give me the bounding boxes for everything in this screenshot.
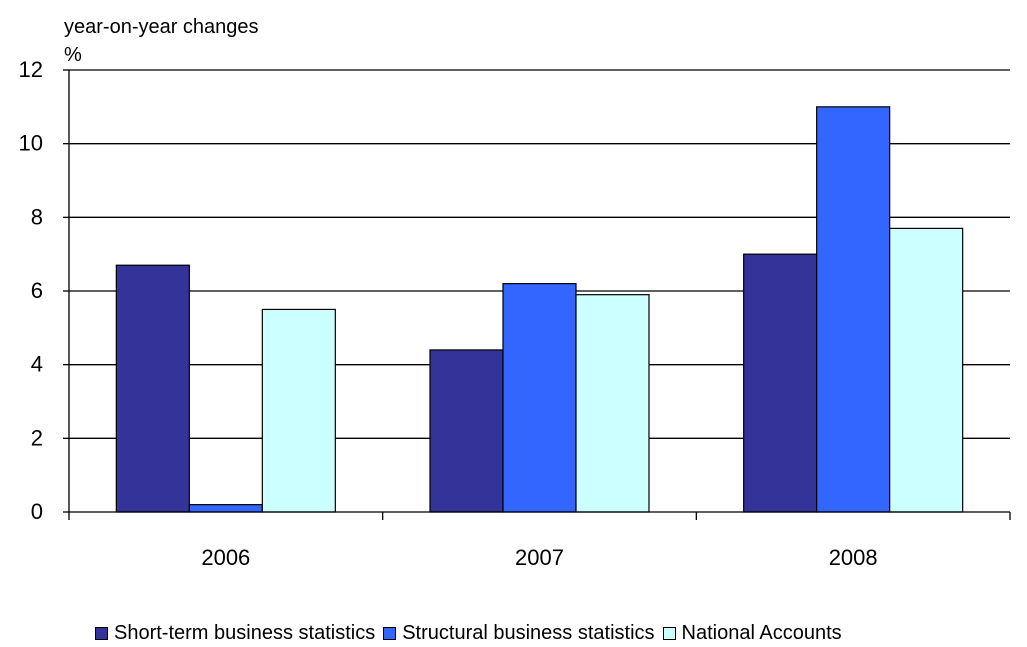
bar	[188, 504, 263, 513]
y-tick-label: 12	[19, 57, 43, 82]
legend: Short-term business statistics Structural…	[95, 622, 850, 644]
x-tick-labels: 2006 2007 2008	[201, 545, 877, 570]
y-tick-label: 4	[31, 352, 43, 377]
unit-label-line2: %	[64, 44, 82, 66]
legend-swatch	[383, 626, 397, 640]
legend-item: National Accounts	[662, 621, 842, 645]
bar	[429, 349, 504, 513]
bar	[889, 227, 964, 513]
y-tick-labels: 0 2 4 6 8 10 12	[19, 57, 43, 524]
axes	[63, 69, 1011, 520]
x-tick-label: 2007	[515, 545, 564, 570]
bar	[502, 283, 577, 513]
legend-label: Short-term business statistics	[114, 621, 376, 644]
bar	[743, 253, 818, 513]
bar	[575, 294, 650, 513]
legend-label: Structural business statistics	[402, 621, 655, 644]
y-tick-label: 6	[31, 278, 43, 303]
y-tick-label: 2	[31, 425, 43, 450]
x-tick-label: 2006	[201, 545, 250, 570]
unit-label-line1: year-on-year changes	[64, 16, 259, 38]
y-tick-label: 10	[19, 131, 43, 156]
legend-item: Structural business statistics	[383, 621, 655, 645]
bar	[261, 308, 336, 513]
legend-swatch	[662, 626, 676, 640]
y-tick-label: 8	[31, 204, 43, 229]
bar	[115, 264, 190, 513]
legend-label: National Accounts	[681, 621, 842, 644]
legend-swatch	[95, 626, 108, 640]
legend-item: Short-term business statistics	[95, 622, 375, 645]
x-tick-label: 2008	[829, 545, 878, 570]
y-tick-label: 0	[31, 499, 43, 524]
bars	[115, 106, 964, 513]
bar	[816, 106, 891, 513]
